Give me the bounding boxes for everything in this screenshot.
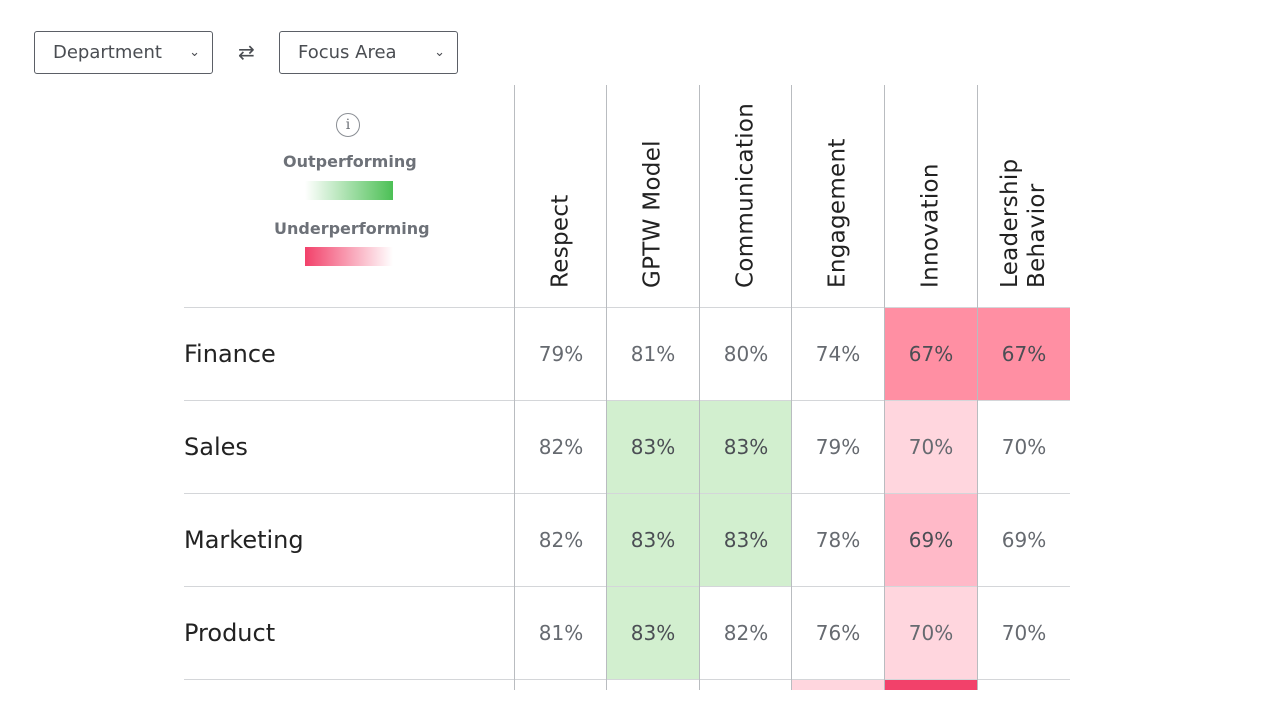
cell-product-engagement: 76% [815, 621, 861, 645]
legend-outperforming-label: Outperforming [283, 152, 417, 171]
cell-product-respect: 81% [538, 621, 584, 645]
cell-marketing-gptw: 83% [607, 494, 699, 586]
department-dropdown[interactable]: Department ⌄ [34, 31, 213, 74]
chevron-down-icon: ⌄ [189, 45, 200, 60]
swap-arrows-icon[interactable]: ⇄ [238, 40, 255, 64]
row-label-finance[interactable]: Finance [184, 340, 276, 368]
next-row-cell-innovation [885, 680, 977, 690]
row-divider [184, 586, 1070, 587]
legend-underperforming-bar [305, 247, 393, 266]
cell-product-gptw: 83% [607, 587, 699, 679]
row-divider [184, 307, 1070, 308]
cell-sales-engagement: 79% [815, 435, 861, 459]
column-header-label: Innovation [917, 163, 944, 288]
cell-sales-leadership: 70% [1001, 435, 1047, 459]
column-divider [884, 85, 885, 690]
chevron-down-icon: ⌄ [434, 45, 445, 60]
column-header-label: Respect [547, 194, 574, 288]
column-divider [699, 85, 700, 690]
column-header-label: GPTW Model [639, 140, 666, 288]
legend-underperforming-label: Underperforming [274, 219, 430, 238]
focus-area-dropdown-label: Focus Area [298, 42, 397, 63]
legend-outperforming-bar [305, 181, 393, 200]
cell-marketing-respect: 82% [538, 528, 584, 552]
row-divider [184, 493, 1070, 494]
department-dropdown-label: Department [53, 42, 162, 63]
cell-product-innovation: 70% [885, 587, 977, 679]
info-icon[interactable]: i [336, 113, 360, 137]
cell-finance-leadership: 67% [978, 308, 1070, 400]
cell-product-communication: 82% [723, 621, 769, 645]
cell-finance-innovation: 67% [885, 308, 977, 400]
column-divider [977, 85, 978, 690]
cell-marketing-innovation: 69% [885, 494, 977, 586]
column-divider [514, 85, 515, 690]
next-row-cell-engagement [792, 680, 884, 690]
column-header-label: Communication [732, 102, 759, 288]
row-label-product[interactable]: Product [184, 619, 276, 647]
row-label-sales[interactable]: Sales [184, 433, 248, 461]
focus-area-dropdown[interactable]: Focus Area ⌄ [279, 31, 458, 74]
cell-marketing-communication: 83% [700, 494, 792, 586]
column-divider [606, 85, 607, 690]
cell-finance-communication: 80% [723, 342, 769, 366]
column-header-label: Engagement [824, 138, 851, 288]
cell-finance-engagement: 74% [815, 342, 861, 366]
cell-finance-gptw: 81% [630, 342, 676, 366]
cell-sales-innovation: 70% [885, 401, 977, 493]
row-divider [184, 400, 1070, 401]
row-label-marketing[interactable]: Marketing [184, 526, 304, 554]
cell-sales-gptw: 83% [607, 401, 699, 493]
cell-marketing-engagement: 78% [815, 528, 861, 552]
cell-sales-respect: 82% [538, 435, 584, 459]
cell-product-leadership: 70% [1001, 621, 1047, 645]
cell-finance-respect: 79% [538, 342, 584, 366]
cell-marketing-leadership: 69% [1001, 528, 1047, 552]
row-divider [184, 679, 1070, 680]
column-header-label: Leadership Behavior [997, 158, 1050, 288]
column-divider [791, 85, 792, 690]
cell-sales-communication: 83% [700, 401, 792, 493]
